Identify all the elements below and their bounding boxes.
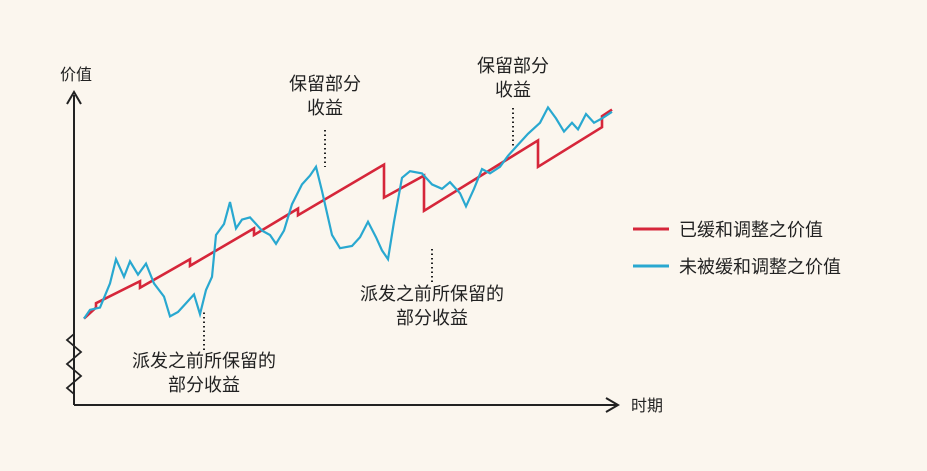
y-axis-label: 价值 [60, 65, 92, 84]
annotation-text: 保留部分 [477, 56, 549, 77]
series-line-adjusted [83, 108, 613, 320]
y-arrow-icon [66, 90, 82, 105]
series-layer [83, 105, 613, 320]
x-axis-label: 时期 [631, 396, 663, 415]
annotation-text: 部分收益 [396, 308, 468, 329]
annotation-text: 派发之前所保留的 [360, 284, 504, 305]
annotation-text: 派发之前所保留的 [132, 351, 276, 372]
axes: 价值 时期 [60, 65, 663, 415]
annotation-text: 收益 [307, 98, 343, 119]
annotation-text: 部分收益 [168, 375, 240, 396]
series-line-unadjusted [83, 105, 613, 320]
annotation-text: 保留部分 [289, 74, 361, 95]
legend-label-adjusted: 已缓和调整之价值 [679, 220, 823, 241]
x-arrow-icon [605, 397, 620, 413]
axis-break-icon [65, 333, 83, 395]
legend: 已缓和调整之价值 未被缓和调整之价值 [633, 220, 841, 278]
annotation-text: 收益 [495, 80, 531, 101]
legend-label-unadjusted: 未被缓和调整之价值 [679, 257, 841, 278]
